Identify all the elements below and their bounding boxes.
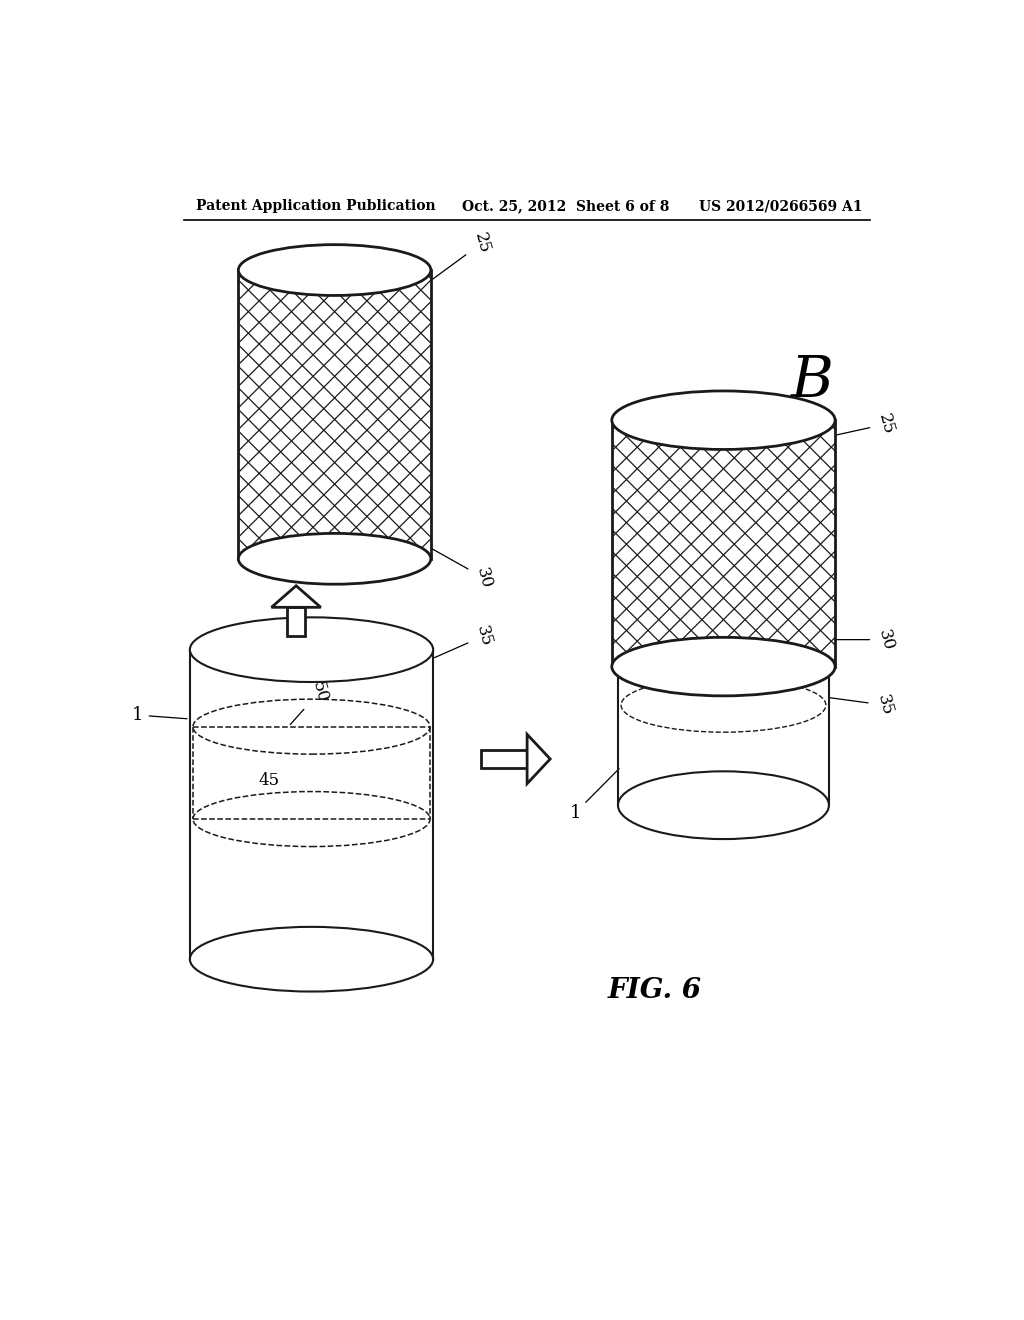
Text: US 2012/0266569 A1: US 2012/0266569 A1 <box>698 199 862 213</box>
Text: 1: 1 <box>132 706 187 725</box>
Text: Oct. 25, 2012  Sheet 6 of 8: Oct. 25, 2012 Sheet 6 of 8 <box>462 199 669 213</box>
Text: 30: 30 <box>835 627 897 652</box>
Ellipse shape <box>617 771 829 840</box>
Bar <box>611 420 836 667</box>
Ellipse shape <box>239 533 431 585</box>
Text: 25: 25 <box>837 412 897 437</box>
Bar <box>611 420 836 667</box>
Bar <box>239 271 431 558</box>
Polygon shape <box>271 586 321 607</box>
Bar <box>287 607 305 636</box>
Text: 45: 45 <box>259 772 280 789</box>
Bar <box>481 750 527 768</box>
Text: 30: 30 <box>432 549 496 590</box>
Polygon shape <box>527 734 550 784</box>
Ellipse shape <box>239 244 431 296</box>
Ellipse shape <box>611 391 836 449</box>
Text: 50: 50 <box>290 680 330 725</box>
Text: 35: 35 <box>434 623 495 657</box>
Bar <box>239 271 431 558</box>
Bar <box>617 667 829 805</box>
Text: 35: 35 <box>830 693 896 718</box>
Text: Patent Application Publication: Patent Application Publication <box>196 199 435 213</box>
Text: 1: 1 <box>569 768 620 822</box>
Bar <box>191 649 432 960</box>
Text: B: B <box>791 354 834 411</box>
Text: 25: 25 <box>431 231 493 280</box>
Bar <box>189 649 433 960</box>
Ellipse shape <box>189 618 433 682</box>
Text: FIG. 6: FIG. 6 <box>607 977 701 1003</box>
Ellipse shape <box>611 638 836 696</box>
